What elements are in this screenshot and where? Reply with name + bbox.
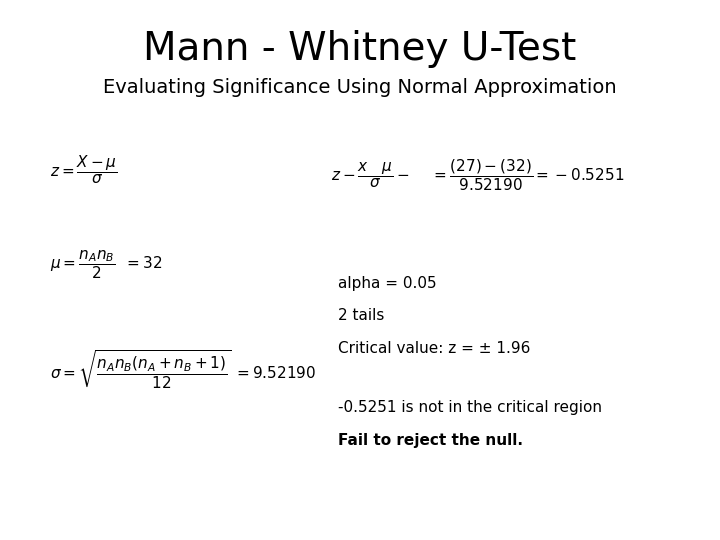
Text: $\sigma = \sqrt{\dfrac{n_A n_B (n_A + n_B + 1)}{12}} \; = 9.52190$: $\sigma = \sqrt{\dfrac{n_A n_B (n_A + n_… xyxy=(50,349,317,391)
Text: Evaluating Significance Using Normal Approximation: Evaluating Significance Using Normal App… xyxy=(103,78,617,97)
Text: 2 tails: 2 tails xyxy=(338,308,384,323)
Text: Fail to reject the null.: Fail to reject the null. xyxy=(338,433,523,448)
Text: -0.5251 is not in the critical region: -0.5251 is not in the critical region xyxy=(338,400,603,415)
Text: $\mu = \dfrac{n_A n_B}{2} \;\; = 32$: $\mu = \dfrac{n_A n_B}{2} \;\; = 32$ xyxy=(50,248,163,281)
Text: $z = \dfrac{X - \mu}{\sigma}$: $z = \dfrac{X - \mu}{\sigma}$ xyxy=(50,154,118,186)
Text: Critical value: z = ± 1.96: Critical value: z = ± 1.96 xyxy=(338,341,531,356)
Text: Mann - Whitney U-Test: Mann - Whitney U-Test xyxy=(143,30,577,68)
Text: alpha = 0.05: alpha = 0.05 xyxy=(338,276,437,291)
Text: $z - \dfrac{x \quad \mu}{\sigma} - \quad\; = \dfrac{(27)-(32)}{9.52190} = -0.525: $z - \dfrac{x \quad \mu}{\sigma} - \quad… xyxy=(331,158,624,193)
